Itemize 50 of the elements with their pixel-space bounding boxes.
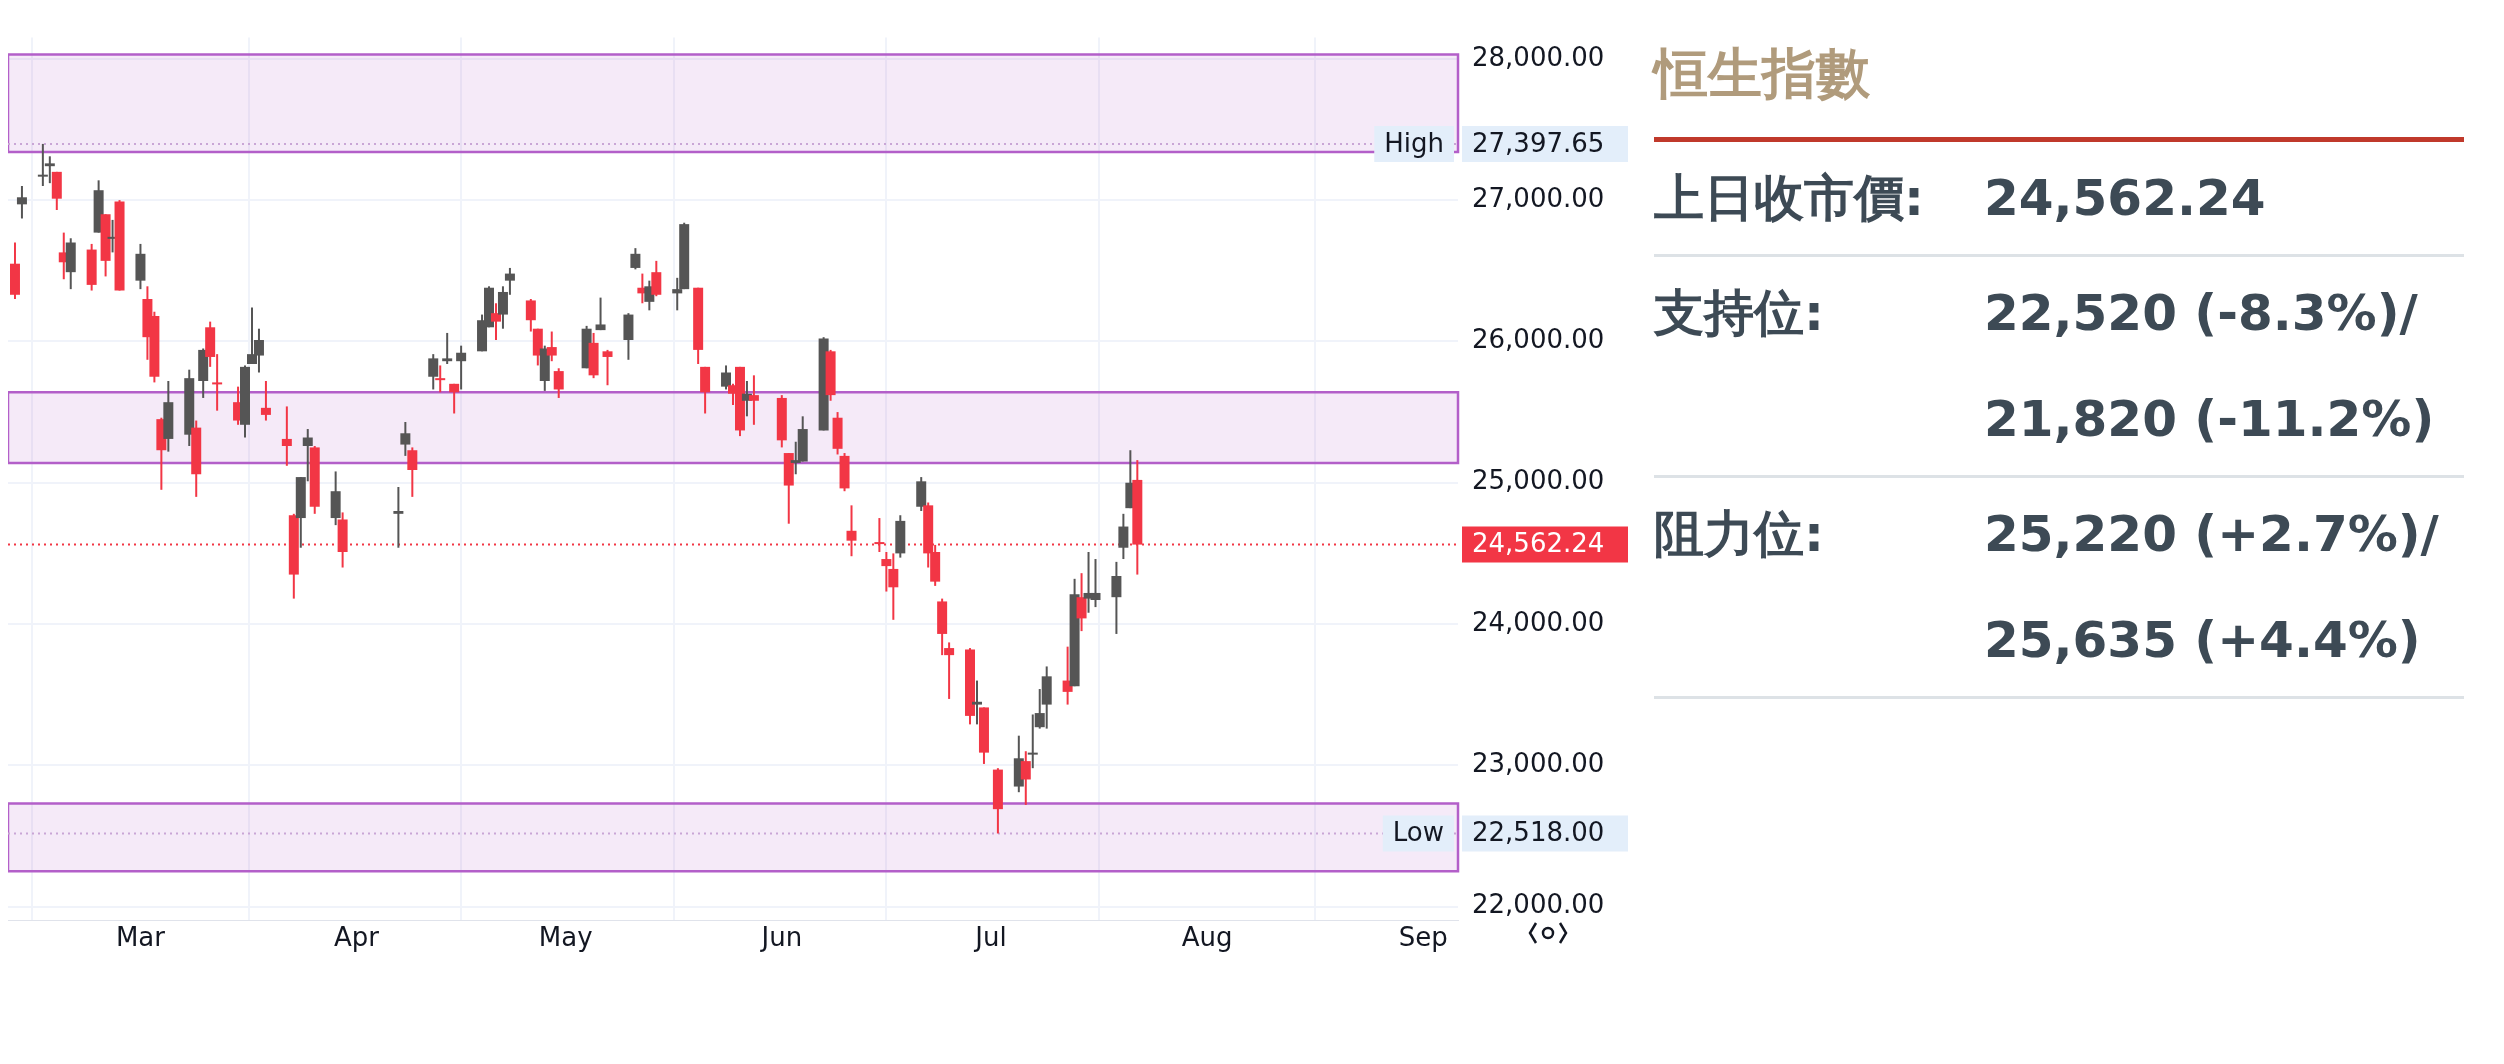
ref-line-label: Low: [1392, 817, 1444, 848]
text: 22,520 (-8.3%)/ 21,820 (-11.2%): [1984, 283, 2435, 450]
candlestick: [456, 344, 467, 391]
y-tick-label: 22,000.00: [1472, 889, 1605, 920]
x-tick-label: Sep: [1398, 922, 1448, 953]
candlestick: [393, 485, 404, 549]
text: 支持位:: [1654, 283, 1825, 344]
text: 24,562.24: [1472, 528, 1605, 559]
candlestick: [260, 379, 271, 422]
x-tick-label: Jun: [759, 922, 803, 953]
candlestick: [407, 446, 418, 498]
ref-line-label: High: [1384, 127, 1445, 158]
candlestick: [1020, 750, 1031, 806]
candlestick: [595, 296, 606, 332]
candlestick: [1111, 560, 1122, 635]
x-tick-label: Apr: [334, 922, 380, 953]
candlestick: [971, 679, 982, 726]
candlestick: [281, 405, 292, 467]
y-tick-label: 26,000.00: [1472, 324, 1605, 355]
candlestick: [721, 364, 732, 391]
text: 27,397.65: [1472, 127, 1605, 158]
candlestick: [553, 367, 564, 399]
candlestick: [651, 259, 662, 298]
candlestick: [435, 364, 446, 394]
y-tick-label: 23,000.00: [1472, 748, 1605, 779]
x-tick-label: Jul: [973, 922, 1007, 953]
candlestick: [874, 517, 885, 553]
candlestick: [602, 348, 613, 387]
y-tick-label: 25,000.00: [1472, 465, 1605, 496]
candlestick: [546, 330, 557, 363]
candlestick: [449, 382, 460, 415]
x-tick-label: May: [538, 922, 593, 953]
x-tick-label: Mar: [115, 922, 166, 953]
candlestick: [428, 353, 439, 391]
text: 24,562.24: [1984, 168, 2266, 228]
x-tick-label: Aug: [1181, 922, 1233, 953]
y-tick-label: 28,000.00: [1472, 41, 1605, 72]
candlestick: [442, 331, 453, 366]
text: 25,220 (+2.7%)/ 25,635 (+4.4%): [1984, 504, 2439, 671]
candlestick: [490, 302, 501, 342]
candlestick: [1076, 572, 1087, 633]
candlestick: [748, 374, 759, 426]
y-tick-label: 27,000.00: [1472, 182, 1605, 213]
candlestick: [1118, 512, 1129, 561]
text: 阻力位:: [1654, 504, 1825, 565]
candlestick: [630, 247, 641, 271]
text: 上日收市價:: [1654, 168, 1925, 228]
text: 22,518.00: [1472, 817, 1605, 848]
y-tick-label: 24,000.00: [1472, 606, 1605, 637]
candlestick: [400, 420, 411, 457]
